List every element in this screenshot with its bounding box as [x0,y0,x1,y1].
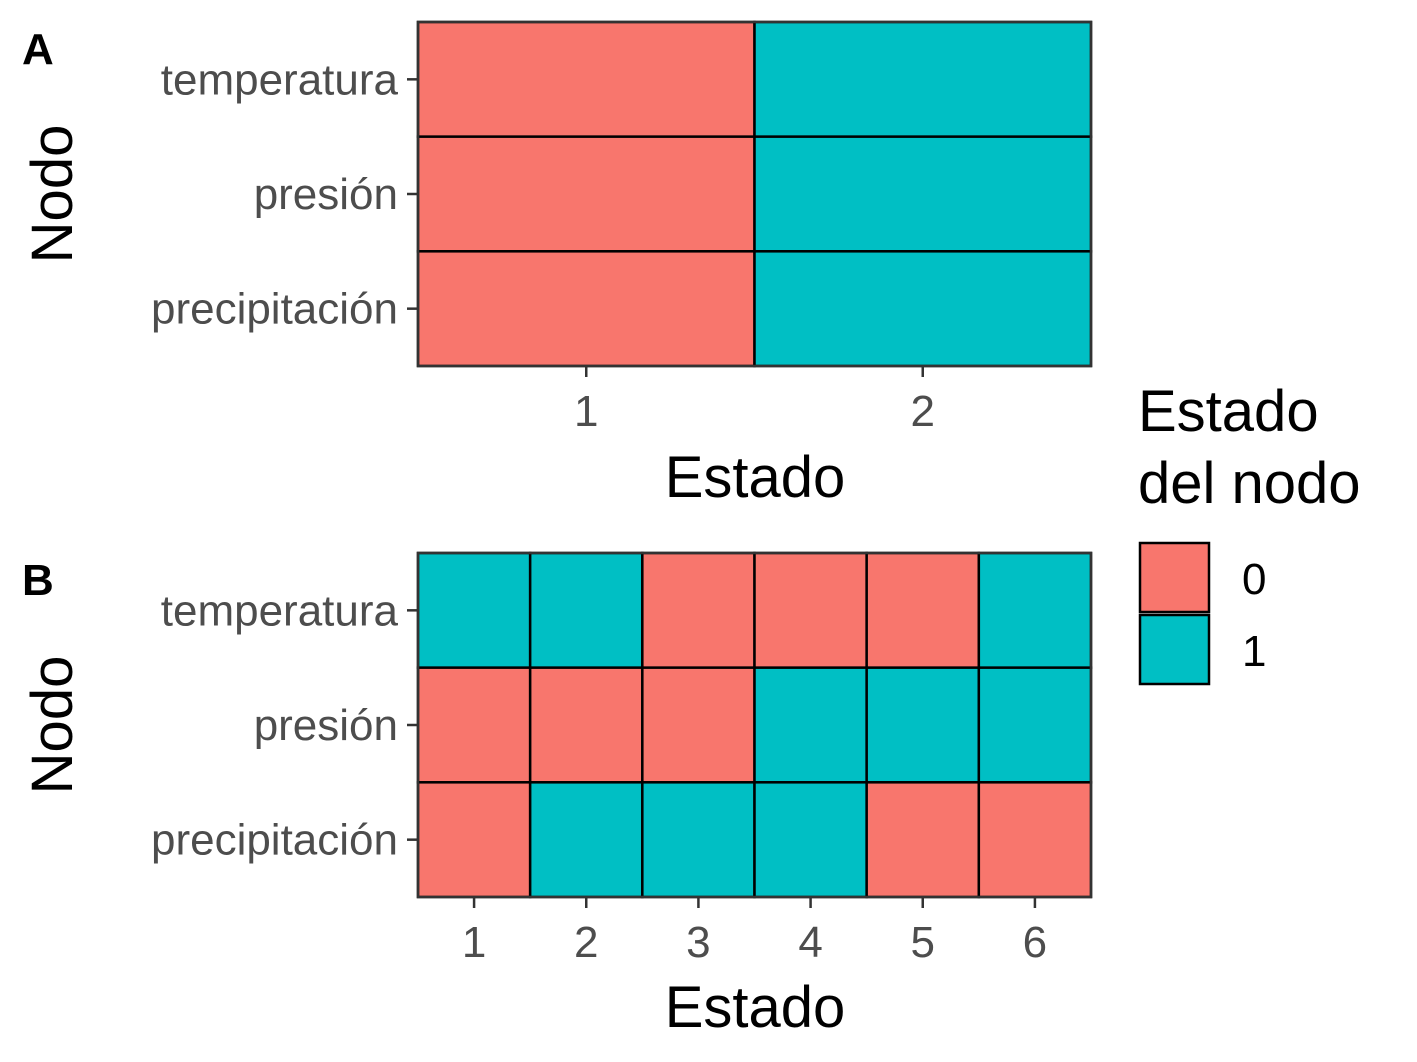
panel-b-y-tick-label: presión [254,701,398,750]
panel-b-x-ticks: 1 2 3 4 5 6 [462,897,1047,967]
panel-a: A Nodo temperatura presión precipitación 1… [20,20,1093,510]
panel-b-cell [528,781,644,899]
panel-b-cell [865,781,981,899]
panel-b: B Nodo temperatura presión precipitación 1… [20,551,1093,1040]
panel-a-cell [753,250,1093,368]
panel-b-x-tick-label: 3 [686,918,710,967]
panel-a-y-tick-label: precipitación [151,285,398,334]
panel-b-letter: B [22,556,54,605]
legend-key-swatch [1138,541,1211,614]
panel-b-cell [977,781,1093,899]
panel-b-cell [641,551,756,669]
panel-b-y-axis-title: Nodo [20,656,85,795]
panel-b-cell [528,551,644,669]
panel-a-y-tick-label: temperatura [161,55,399,104]
panel-a-x-axis-title: Estado [665,445,846,510]
panel-a-cell [416,250,756,368]
panel-b-x-axis-title: Estado [665,975,846,1040]
panel-b-x-tick-label: 2 [574,918,598,967]
panel-a-cell [753,135,1093,253]
panel-b-y-tick-label: temperatura [161,586,399,635]
panel-b-cell [753,666,868,784]
panel-b-cell [528,666,644,784]
panel-a-cell [416,135,756,253]
legend-title-line-2: del nodo [1138,451,1361,516]
panel-b-cell [416,781,532,899]
panel-a-cell [416,20,756,138]
panel-a-y-ticks: temperatura presión precipitación [151,55,418,334]
panel-b-cells [416,551,1093,899]
panel-a-y-axis-title: Nodo [20,125,85,264]
panel-b-cell [865,666,981,784]
panel-b-y-ticks: temperatura presión precipitación [151,586,418,865]
panel-a-letter: A [22,25,54,74]
legend-title-line-1: Estado [1138,379,1319,444]
panel-b-cell [753,781,868,899]
panel-a-y-tick-label: presión [254,170,398,219]
panel-b-cell [865,551,981,669]
panel-a-cell [753,20,1093,138]
panel-a-x-tick-label: 1 [574,387,598,436]
panel-b-cell [641,666,756,784]
panel-b-cell [977,666,1093,784]
legend-keys: 01 [1138,541,1266,686]
panel-b-x-tick-label: 6 [1023,918,1047,967]
legend-key-label: 0 [1242,555,1266,604]
panel-a-x-tick-label: 2 [911,387,935,436]
legend-key-swatch [1138,613,1211,686]
panel-a-cells [416,20,1093,368]
panel-b-x-tick-label: 5 [911,918,935,967]
panel-b-y-tick-label: precipitación [151,816,398,865]
legend-key-label: 1 [1242,627,1266,676]
panel-b-cell [416,666,532,784]
panel-b-x-tick-label: 4 [798,918,822,967]
legend: Estado del nodo 01 [1138,379,1361,686]
panel-b-cell [977,551,1093,669]
panel-b-cell [753,551,868,669]
panel-b-cell [641,781,756,899]
panel-b-cell [416,551,532,669]
panel-b-x-tick-label: 1 [462,918,486,967]
